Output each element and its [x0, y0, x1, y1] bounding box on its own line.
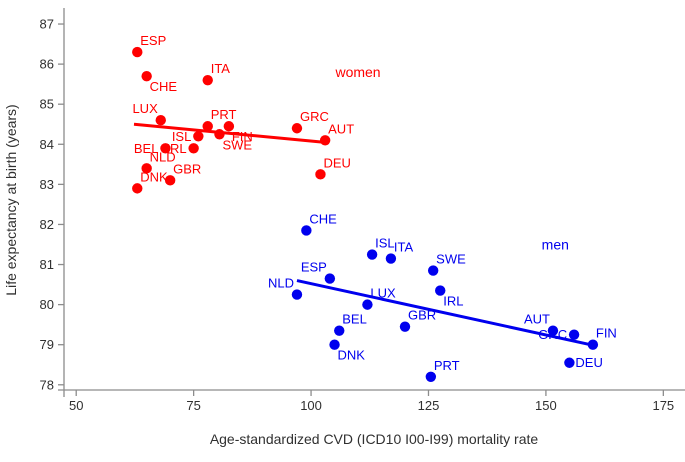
x-tick-label: 175 [652, 398, 674, 413]
y-tick-label: 86 [40, 57, 54, 72]
point-women-DEU [315, 169, 326, 180]
point-men-GRC [568, 329, 580, 340]
point-women-LUX [155, 115, 166, 126]
point-men-PRT [425, 371, 437, 382]
label-women-FIN: FIN [232, 129, 253, 144]
label-women-LUX: LUX [132, 101, 158, 116]
point-men-IRL [435, 285, 446, 296]
point-women-ESP [132, 46, 143, 58]
point-men-LUX [362, 299, 373, 310]
y-tick-label: 81 [40, 257, 54, 272]
label-men-DEU: DEU [575, 355, 602, 370]
point-men-BEL [334, 325, 345, 336]
x-axis-title: Age-standardized CVD (ICD10 I00-I99) mor… [210, 431, 539, 447]
label-men-ISL: ISL [375, 236, 395, 251]
annotation-women: women [334, 64, 380, 80]
label-women-DNK: DNK [140, 169, 168, 184]
label-men-SWE: SWE [436, 252, 466, 267]
x-tick-label: 100 [300, 398, 322, 413]
point-women-PRT [202, 121, 213, 132]
label-women-PRT: PRT [211, 107, 237, 122]
point-women-AUT [319, 135, 331, 146]
label-men-LUX: LUX [370, 286, 396, 301]
x-tick-label: 125 [418, 398, 440, 413]
y-tick-label: 79 [40, 337, 54, 352]
y-axis-title: Life expectancy at birth (years) [3, 104, 19, 295]
y-tick-label: 82 [40, 217, 54, 232]
label-men-GBR: GBR [408, 308, 436, 323]
point-men-ITA [385, 253, 397, 264]
label-women-ISL: ISL [172, 129, 192, 144]
y-tick-label: 85 [40, 97, 54, 112]
point-men-SWE [427, 265, 439, 276]
point-men-CHE [301, 225, 312, 236]
label-men-IRL: IRL [443, 294, 463, 309]
point-women-GBR [164, 175, 176, 186]
point-men-DNK [329, 339, 340, 350]
y-tick-label: 84 [40, 137, 54, 152]
label-women-ESP: ESP [140, 33, 166, 48]
label-men-NLD: NLD [268, 276, 294, 291]
label-women-SWE: SWE [222, 137, 252, 152]
point-women-ISL [193, 131, 204, 142]
label-men-DNK: DNK [338, 348, 366, 363]
y-tick-label: 83 [40, 177, 54, 192]
y-tick-label: 80 [40, 297, 54, 312]
point-women-CHE [141, 70, 152, 82]
label-women-ITA: ITA [211, 61, 231, 76]
label-men-ITA: ITA [394, 240, 414, 255]
point-men-NLD [291, 289, 303, 300]
label-women-AUT: AUT [328, 121, 354, 136]
y-tick-label: 78 [40, 377, 54, 392]
point-women-FIN [223, 121, 235, 132]
label-women-GBR: GBR [173, 161, 201, 176]
annotation-men: men [542, 236, 569, 252]
label-women-BEL: BEL [134, 141, 159, 156]
point-women-DNK [132, 183, 143, 194]
x-tick-label: 75 [186, 398, 200, 413]
label-men-PRT: PRT [434, 358, 460, 373]
trendline-women [133, 122, 324, 144]
label-men-FIN: FIN [596, 326, 617, 341]
point-women-IRL [188, 143, 199, 154]
point-men-ISL [366, 249, 378, 260]
label-men-GRC: GRC [538, 327, 567, 342]
label-men-BEL: BEL [342, 312, 367, 327]
point-women-GRC [291, 123, 303, 134]
label-men-CHE: CHE [309, 211, 337, 226]
point-women-ITA [202, 74, 213, 86]
point-women-BEL [160, 143, 171, 154]
label-women-GRC: GRC [300, 109, 329, 124]
trendline-men [296, 279, 597, 348]
label-men-ESP: ESP [301, 260, 327, 275]
point-men-AUT [547, 325, 559, 336]
point-men-ESP [324, 273, 336, 284]
label-women-NLD: NLD [150, 149, 176, 164]
label-women-DEU: DEU [323, 155, 350, 170]
x-tick-label: 50 [69, 398, 83, 413]
x-tick-label: 150 [535, 398, 557, 413]
point-women-NLD [141, 163, 152, 174]
label-men-AUT: AUT [524, 312, 550, 327]
y-tick-label: 87 [40, 17, 54, 32]
label-women-IRL: IRL [166, 141, 186, 156]
point-men-GBR [399, 321, 411, 332]
label-women-CHE: CHE [150, 79, 178, 94]
point-men-DEU [564, 357, 575, 368]
